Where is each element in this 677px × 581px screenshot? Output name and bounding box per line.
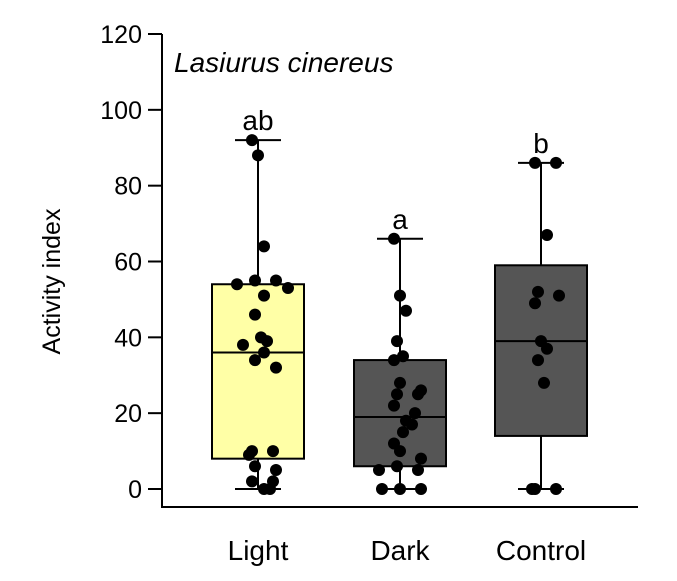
data-point [550, 156, 562, 169]
data-point [243, 448, 255, 461]
species-annotation: Lasiurus cinereus [174, 47, 393, 78]
y-tick-label: 60 [114, 249, 142, 277]
data-point [249, 308, 261, 321]
y-tick-label: 80 [114, 173, 142, 201]
data-point [373, 464, 385, 477]
data-point [409, 407, 421, 420]
data-point [538, 376, 550, 389]
data-point [394, 376, 406, 389]
data-point [376, 483, 388, 495]
y-tick-label: 40 [114, 324, 142, 352]
data-point [415, 483, 427, 495]
data-point [553, 289, 565, 302]
data-point [550, 483, 562, 495]
data-point [388, 399, 400, 412]
data-point [532, 354, 544, 367]
data-point [237, 338, 249, 351]
data-point [529, 297, 541, 310]
data-point [532, 285, 544, 298]
data-point [258, 240, 270, 253]
data-point [246, 475, 258, 488]
data-point [282, 282, 294, 295]
y-tick-label: 20 [114, 400, 142, 428]
data-point [529, 156, 541, 169]
box-group-dark: a [353, 204, 447, 495]
data-point [397, 350, 409, 363]
x-category-label-light: Light [228, 535, 289, 566]
y-axis-label: Activity index [38, 208, 66, 354]
data-point [412, 464, 424, 477]
y-ticks: 0 20 40 60 80 100 120 [100, 21, 162, 504]
data-point [394, 445, 406, 458]
significance-letter: ab [242, 105, 273, 136]
data-point [388, 232, 400, 245]
data-point [391, 335, 403, 348]
data-point [264, 483, 276, 495]
data-point [400, 304, 412, 317]
x-category-label-dark: Dark [370, 535, 430, 566]
data-point [391, 388, 403, 401]
data-point [388, 354, 400, 367]
category-labels: Light Dark Control [228, 535, 586, 566]
data-point [267, 445, 279, 458]
box-group-control: b [494, 128, 588, 495]
data-point [258, 346, 270, 359]
data-point [261, 335, 273, 348]
data-point [412, 388, 424, 401]
data-point [415, 452, 427, 465]
y-tick-label: 100 [100, 97, 142, 125]
data-point [391, 460, 403, 473]
data-point [541, 342, 553, 355]
x-category-label-control: Control [496, 535, 586, 566]
data-point [249, 274, 261, 287]
y-tick-label: 0 [128, 476, 142, 504]
significance-letter: b [533, 128, 549, 159]
data-point [270, 274, 282, 287]
axes [161, 34, 638, 508]
data-point [249, 354, 261, 367]
data-point [246, 134, 258, 147]
data-point [270, 361, 282, 374]
significance-letter: a [392, 204, 408, 235]
y-tick-label: 120 [100, 21, 142, 49]
data-point [231, 278, 243, 291]
data-point [258, 289, 270, 302]
data-point [406, 418, 418, 431]
data-point [397, 426, 409, 439]
data-point [394, 483, 406, 495]
data-point [394, 289, 406, 302]
data-point [541, 228, 553, 241]
data-point [252, 149, 264, 162]
data-point [526, 483, 538, 495]
data-point [270, 464, 282, 477]
box-group-light: ab [211, 105, 305, 495]
data-point [249, 460, 261, 473]
